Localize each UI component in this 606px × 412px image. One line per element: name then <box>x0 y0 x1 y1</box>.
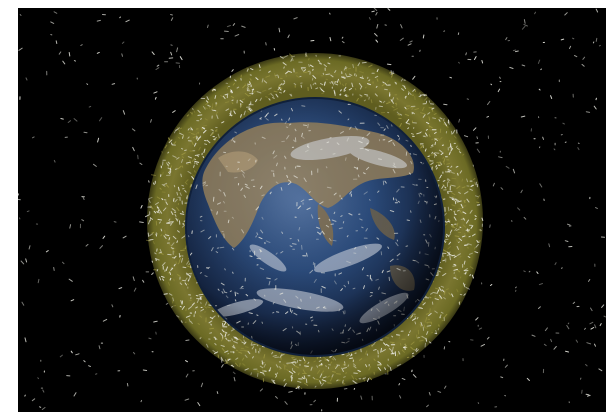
earth-globe <box>185 97 445 357</box>
debris-ring-particles <box>145 52 484 390</box>
earth-debris-illustration <box>18 8 606 412</box>
space-debris-image-frame <box>18 8 606 412</box>
